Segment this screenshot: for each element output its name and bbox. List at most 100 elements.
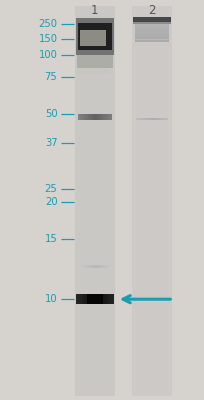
Bar: [80, 30, 105, 46]
Bar: [94, 294, 96, 304]
Bar: [133, 22, 170, 24]
Bar: [106, 265, 108, 268]
Bar: [98, 294, 100, 304]
Bar: [104, 114, 106, 120]
Bar: [155, 118, 156, 120]
Bar: [145, 118, 147, 120]
Bar: [96, 294, 98, 304]
Bar: [101, 114, 103, 120]
Bar: [100, 265, 102, 268]
Bar: [79, 294, 81, 304]
Bar: [86, 114, 88, 120]
Bar: [76, 55, 112, 68]
Bar: [85, 294, 87, 304]
Bar: [132, 6, 171, 396]
Bar: [156, 118, 158, 120]
Bar: [94, 114, 96, 120]
Bar: [135, 27, 168, 29]
Bar: [135, 24, 168, 26]
Bar: [78, 114, 79, 120]
Bar: [96, 114, 98, 120]
Bar: [100, 294, 102, 304]
Bar: [142, 118, 144, 120]
Bar: [147, 118, 148, 120]
Text: 2: 2: [148, 4, 155, 16]
Bar: [83, 294, 85, 304]
Bar: [78, 23, 111, 50]
Bar: [158, 118, 159, 120]
Bar: [139, 118, 140, 120]
Text: 250: 250: [38, 19, 57, 29]
Bar: [163, 118, 164, 120]
Text: 75: 75: [44, 72, 57, 82]
Text: 25: 25: [44, 184, 57, 194]
Bar: [166, 118, 167, 120]
Bar: [140, 118, 142, 120]
Bar: [74, 6, 114, 396]
Bar: [135, 34, 168, 37]
Bar: [136, 118, 137, 120]
Bar: [135, 24, 168, 42]
Bar: [81, 114, 83, 120]
Bar: [133, 17, 170, 22]
Bar: [137, 118, 139, 120]
Bar: [103, 265, 105, 268]
Bar: [111, 294, 113, 304]
Bar: [83, 265, 84, 268]
Text: 100: 100: [38, 50, 57, 60]
Bar: [96, 265, 97, 268]
Bar: [97, 265, 99, 268]
Bar: [150, 118, 151, 120]
Bar: [110, 294, 111, 304]
Bar: [89, 114, 91, 120]
Bar: [93, 114, 94, 120]
Bar: [93, 265, 94, 268]
Text: 150: 150: [38, 34, 57, 44]
Bar: [79, 114, 81, 120]
Bar: [161, 118, 163, 120]
Bar: [153, 118, 155, 120]
Bar: [148, 118, 150, 120]
Text: 1: 1: [91, 4, 98, 16]
Bar: [91, 265, 93, 268]
Bar: [99, 265, 100, 268]
Bar: [86, 294, 102, 304]
Bar: [75, 18, 113, 55]
Bar: [102, 265, 103, 268]
Bar: [87, 265, 89, 268]
Bar: [88, 114, 89, 120]
Bar: [135, 32, 168, 34]
Bar: [108, 294, 110, 304]
Bar: [99, 114, 101, 120]
Bar: [75, 294, 77, 304]
Bar: [108, 114, 110, 120]
Text: 20: 20: [44, 198, 57, 207]
Bar: [87, 294, 89, 304]
Text: 15: 15: [44, 234, 57, 244]
Bar: [104, 294, 106, 304]
Bar: [105, 265, 106, 268]
Bar: [92, 294, 94, 304]
Bar: [164, 118, 166, 120]
Bar: [94, 265, 96, 268]
Bar: [135, 37, 168, 40]
Text: 10: 10: [44, 294, 57, 304]
Bar: [106, 114, 108, 120]
Bar: [144, 118, 145, 120]
Bar: [84, 265, 85, 268]
Bar: [81, 265, 83, 268]
Bar: [91, 294, 92, 304]
Text: 50: 50: [44, 109, 57, 119]
Bar: [151, 118, 153, 120]
Bar: [98, 114, 99, 120]
Bar: [135, 29, 168, 32]
Bar: [106, 294, 108, 304]
Bar: [108, 265, 109, 268]
Bar: [135, 22, 168, 24]
Bar: [77, 294, 79, 304]
Bar: [89, 294, 91, 304]
Bar: [89, 265, 90, 268]
Bar: [103, 114, 104, 120]
Bar: [80, 265, 81, 268]
Bar: [81, 294, 83, 304]
